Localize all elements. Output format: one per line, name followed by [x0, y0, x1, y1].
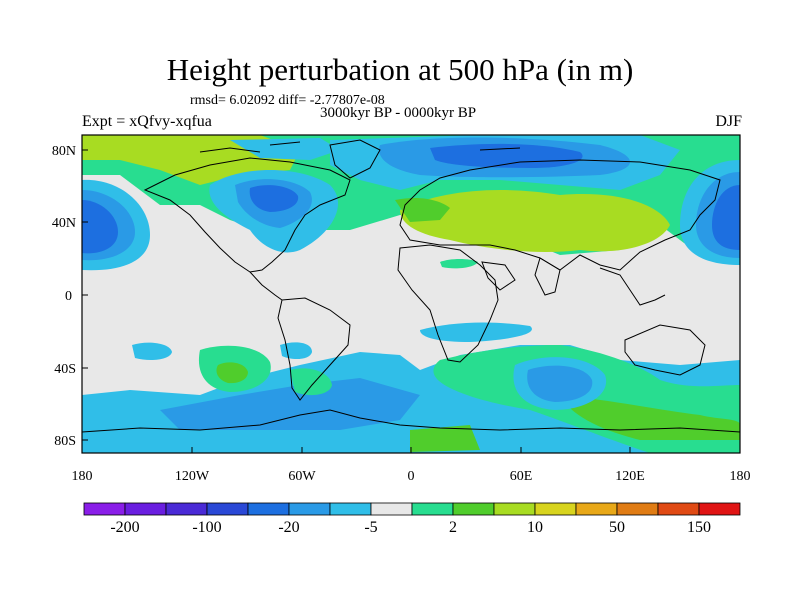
contour-arctic-blue: [230, 138, 340, 160]
colorbar-swatch-1: [124, 502, 167, 516]
season-label: DJF: [715, 113, 742, 130]
contour-antarctic-patch: [410, 425, 480, 452]
lon-label-0: 0: [408, 469, 415, 484]
contour-tropical-blue-1: [132, 342, 172, 360]
colorbar-swatch-14: [657, 502, 700, 516]
lat-label-40n: 40N: [52, 216, 76, 231]
colorbar-label-neg5: -5: [364, 519, 377, 536]
colorbar-swatch-12: [575, 502, 618, 516]
colorbar-label-neg200: -200: [110, 519, 139, 536]
contour-small-green-spot: [440, 259, 478, 269]
contour-pacific-low-right-dark: [712, 185, 740, 250]
colorbar-swatch-9: [452, 502, 495, 516]
lon-label-180w: 180: [72, 469, 93, 484]
contour-indian-low-blue: [527, 365, 593, 402]
coast-africa: [397, 244, 499, 363]
coastlines: [82, 139, 740, 433]
colorbar-label-150: 150: [687, 519, 711, 536]
coast-australia: [624, 324, 706, 376]
colorbar-label-10: 10: [527, 519, 543, 536]
period-label: 3000kyr BP - 0000kyr BP: [320, 105, 477, 121]
lon-label-120w: 120W: [175, 469, 210, 484]
contour-eurasia-yellowgreen: [400, 190, 670, 252]
rmsd-stats: rmsd= 6.02092 diff= -2.77807e-08: [190, 93, 385, 108]
experiment-label: Expt = xQfvy-xqfua: [82, 113, 212, 130]
colorbar-swatch-3: [206, 502, 249, 516]
colorbar-label-50: 50: [609, 519, 625, 536]
lon-label-60w: 60W: [288, 469, 316, 484]
lat-label-80s: 80S: [54, 434, 76, 449]
colorbar-swatch-7: [370, 502, 413, 516]
contour-south-pacific-green-inner: [216, 362, 248, 384]
lon-label-60e: 60E: [510, 469, 533, 484]
colorbar-swatch-2: [165, 502, 208, 516]
colorbar-swatch-10: [493, 502, 536, 516]
colorbar-swatch-6: [329, 502, 372, 516]
coast-southeast-asia: [599, 267, 666, 306]
colorbar-label-neg100: -100: [192, 519, 221, 536]
colorbar-swatch-0: [83, 502, 126, 516]
colorbar: [83, 502, 741, 516]
lat-label-40s: 40S: [54, 362, 76, 377]
lon-label-180e: 180: [730, 469, 751, 484]
coast-europe-asia: [399, 159, 721, 271]
colorbar-swatch-8: [411, 502, 454, 516]
axis-ticks: [81, 149, 741, 453]
lat-label-0: 0: [65, 289, 72, 304]
contour-pacific-low-dark: [82, 200, 118, 254]
colorbar-swatch-15: [698, 502, 741, 516]
lon-label-120e: 120E: [615, 469, 645, 484]
coast-india: [534, 257, 561, 296]
coast-north-america: [143, 157, 351, 273]
coast-arabia: [481, 261, 516, 291]
map-title: Height perturbation at 500 hPa (in m): [166, 52, 634, 87]
colorbar-swatch-11: [534, 502, 577, 516]
coast-south-america: [277, 297, 351, 401]
coast-antarctica: [82, 409, 740, 433]
coast-arctic-islands: [199, 141, 521, 153]
lat-label-80n: 80N: [52, 144, 76, 159]
contour-eurasia-green: [395, 197, 450, 222]
colorbar-label-neg20: -20: [278, 519, 299, 536]
colorbar-swatch-5: [288, 502, 331, 516]
contour-tropical-blue-3: [420, 322, 532, 342]
colorbar-label-2: 2: [449, 519, 457, 536]
colorbar-swatch-4: [247, 502, 290, 516]
contour-tropical-blue-2: [280, 342, 312, 360]
coast-central-america: [249, 271, 283, 301]
colorbar-swatch-13: [616, 502, 659, 516]
contour-atlantic-low-darkblue: [430, 143, 583, 168]
coast-greenland: [329, 139, 381, 179]
contour-canada-low-dark: [249, 185, 299, 212]
